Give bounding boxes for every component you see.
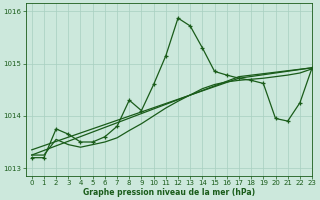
X-axis label: Graphe pression niveau de la mer (hPa): Graphe pression niveau de la mer (hPa)	[83, 188, 255, 197]
